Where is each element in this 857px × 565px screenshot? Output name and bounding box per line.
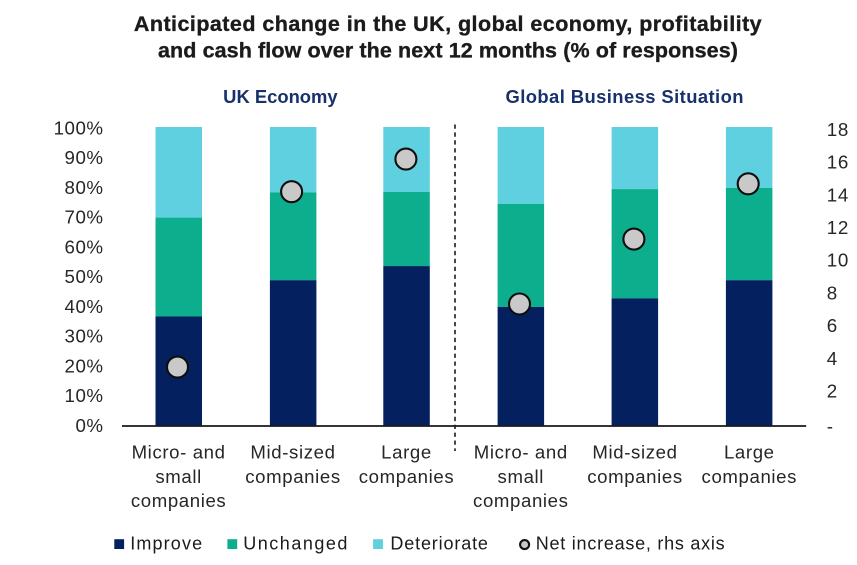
svg-text:0%: 0%: [75, 415, 103, 436]
svg-text:companies: companies: [702, 466, 798, 487]
svg-text:companies: companies: [245, 466, 341, 487]
svg-text:90%: 90%: [65, 147, 104, 168]
svg-text:14: 14: [827, 184, 850, 205]
svg-text:companies: companies: [587, 466, 683, 487]
svg-text:10%: 10%: [65, 385, 104, 406]
svg-text:companies: companies: [359, 466, 455, 487]
svg-text:Net increase, rhs axis: Net increase, rhs axis: [536, 533, 726, 553]
svg-text:Micro- and: Micro- and: [132, 441, 226, 462]
svg-text:16: 16: [827, 152, 850, 173]
svg-text:Large: Large: [724, 441, 775, 462]
svg-text:50%: 50%: [65, 266, 104, 287]
svg-text:Micro- and: Micro- and: [474, 441, 568, 462]
svg-text:Anticipated change in the UK,: Anticipated change in the UK, global eco…: [134, 12, 762, 36]
svg-text:20%: 20%: [65, 356, 104, 377]
svg-text:Global Business Situation: Global Business Situation: [506, 86, 744, 107]
svg-text:40%: 40%: [65, 296, 104, 317]
svg-text:and cash flow over the next 12: and cash flow over the next 12 months (%…: [158, 39, 738, 63]
svg-text:80%: 80%: [65, 177, 104, 198]
svg-text:Unchanged: Unchanged: [243, 533, 349, 553]
svg-text:70%: 70%: [65, 207, 104, 228]
svg-text:2: 2: [827, 381, 838, 402]
svg-text:18: 18: [827, 119, 850, 140]
svg-text:12: 12: [827, 217, 850, 238]
svg-text:4: 4: [827, 348, 838, 369]
svg-text:30%: 30%: [65, 326, 104, 347]
svg-text:small: small: [498, 466, 545, 487]
svg-text:-: -: [827, 415, 834, 436]
svg-text:Deteriorate: Deteriorate: [390, 533, 488, 553]
svg-text:Large: Large: [381, 441, 432, 462]
svg-text:8: 8: [827, 282, 838, 303]
svg-text:6: 6: [827, 315, 838, 336]
svg-text:Improve: Improve: [130, 533, 203, 553]
svg-text:Mid-sized: Mid-sized: [592, 441, 677, 462]
svg-text:Mid-sized: Mid-sized: [250, 441, 335, 462]
svg-text:UK Economy: UK Economy: [223, 86, 338, 107]
svg-text:companies: companies: [473, 490, 569, 511]
svg-text:companies: companies: [131, 490, 227, 511]
svg-text:100%: 100%: [54, 117, 104, 138]
svg-text:60%: 60%: [65, 236, 104, 257]
svg-text:10: 10: [827, 250, 850, 271]
svg-text:small: small: [155, 466, 202, 487]
